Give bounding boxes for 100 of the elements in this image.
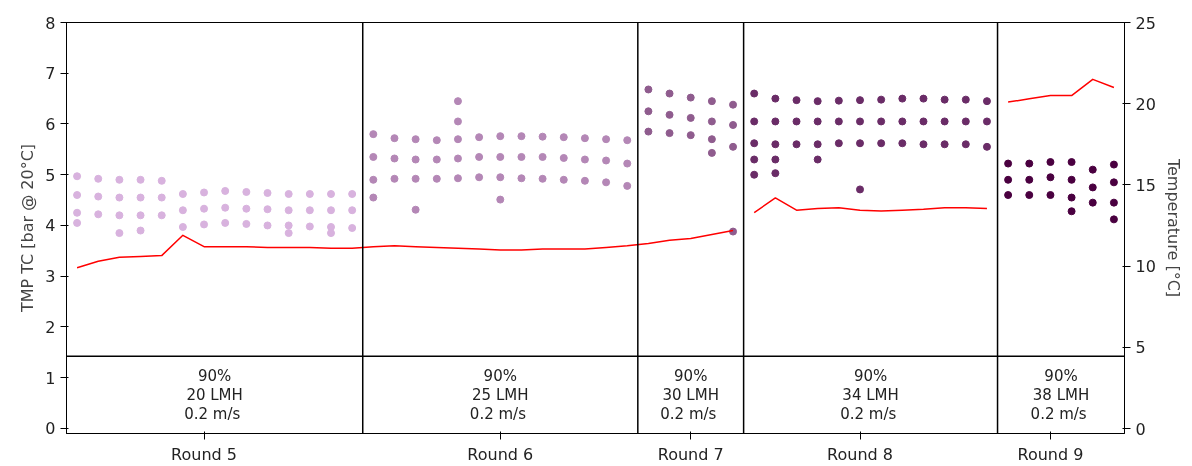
point [1004, 191, 1013, 200]
y2-tick-label: 25 [1135, 13, 1156, 33]
annotation: 90% 25 LMH 0.2 m/s [469, 367, 529, 423]
annotation: 90% 38 LMH 0.2 m/s [1030, 367, 1090, 423]
point [1088, 165, 1097, 174]
point [94, 210, 103, 219]
y2-tick-label: 15 [1135, 175, 1156, 195]
point [200, 204, 209, 213]
point [263, 205, 272, 214]
y-axis-title: TMP TC [bar @ 20°C] [18, 143, 38, 314]
point [602, 156, 611, 165]
point [115, 229, 124, 238]
point [115, 193, 124, 202]
line-series [1007, 78, 1115, 103]
y-tick-label: 0 [45, 419, 56, 439]
point [496, 132, 505, 141]
point [411, 205, 420, 214]
point [1109, 198, 1118, 207]
point [644, 107, 653, 116]
point [327, 190, 335, 198]
point [496, 195, 505, 204]
point [432, 155, 441, 164]
point [602, 135, 611, 144]
point [348, 206, 357, 215]
point [686, 131, 695, 140]
point [73, 191, 82, 200]
point [1004, 175, 1013, 184]
point [453, 135, 462, 144]
point [157, 211, 166, 220]
point [73, 172, 82, 181]
point [348, 190, 357, 198]
y-tick-label: 1 [45, 368, 56, 388]
point [644, 127, 653, 136]
point [1088, 198, 1097, 207]
point [707, 148, 716, 157]
y-tick-label: 4 [45, 216, 56, 236]
point [200, 220, 209, 229]
point [242, 204, 251, 213]
point [178, 190, 187, 198]
point [623, 181, 632, 190]
point [390, 134, 399, 143]
point [136, 175, 145, 184]
y2-tick-label: 5 [1135, 338, 1146, 358]
point [475, 133, 484, 142]
point [771, 155, 780, 164]
point [411, 155, 420, 164]
point [559, 153, 568, 162]
point [707, 135, 716, 144]
point [263, 221, 272, 230]
point [475, 152, 484, 161]
point [369, 175, 378, 184]
point [369, 130, 378, 139]
point [432, 174, 441, 183]
point [221, 203, 230, 212]
point [623, 136, 632, 145]
point [305, 222, 314, 231]
point [580, 155, 589, 164]
y-tick-label: 6 [45, 114, 56, 134]
point [369, 152, 378, 161]
point [1067, 175, 1076, 184]
point [538, 174, 547, 183]
point [221, 186, 230, 195]
x-tick-label: Round 9 [1017, 444, 1084, 464]
point [73, 218, 82, 227]
point [284, 221, 293, 230]
point [517, 174, 526, 183]
point [221, 218, 230, 227]
point [157, 193, 166, 202]
point [327, 206, 335, 215]
point [73, 208, 82, 217]
point [284, 190, 293, 198]
annotation: 90% 34 LMH 0.2 m/s [840, 367, 899, 423]
point [644, 85, 653, 94]
point [1004, 159, 1013, 168]
point [496, 152, 505, 161]
point [1109, 160, 1118, 169]
point [390, 154, 399, 163]
point [369, 193, 378, 202]
point [284, 229, 293, 238]
point [453, 97, 462, 106]
x-tick-label: Round 8 [827, 444, 893, 464]
point [580, 134, 589, 143]
point [686, 113, 695, 122]
point [284, 206, 293, 215]
point [136, 226, 145, 235]
point [178, 222, 187, 231]
annotation: 90% 20 LMH 0.2 m/s [184, 367, 243, 423]
point [517, 152, 526, 161]
point [665, 129, 674, 138]
y2-tick-label: 0 [1135, 419, 1146, 439]
annotation: 90% 30 LMH 0.2 m/s [660, 367, 719, 423]
line-series [753, 197, 988, 214]
point [538, 132, 547, 141]
point [475, 173, 484, 182]
y-tick-label: 7 [45, 64, 56, 84]
point [496, 173, 505, 182]
y-tick-label: 8 [45, 13, 56, 33]
point [729, 121, 738, 129]
point [136, 193, 145, 202]
point [453, 174, 462, 183]
